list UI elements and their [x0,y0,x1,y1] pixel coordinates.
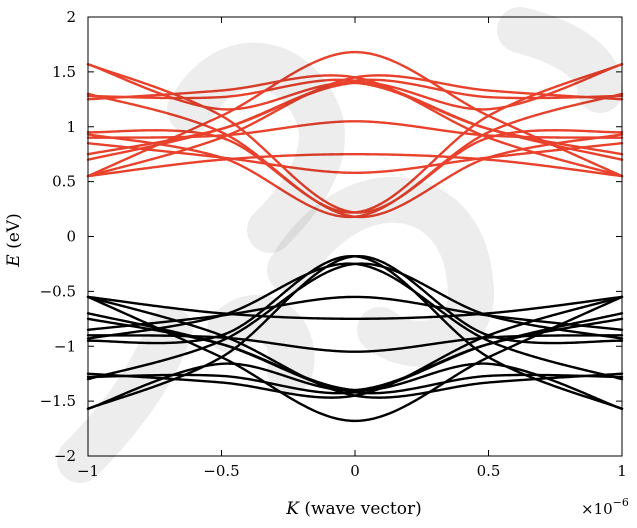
y-tick-label: −1.5 [40,392,76,410]
x-axis-text: (wave vector) [299,499,422,519]
y-tick-label: 1.5 [52,63,76,81]
series-layer [86,50,624,423]
y-tick-label: −1 [54,337,76,355]
x-tick-label: −0.5 [203,462,239,480]
y-tick-label: 0 [66,228,76,246]
y-tick-label: −0.5 [40,282,76,300]
tick-layer: −1 −0.5 0 0.5 1 −2 −1.5 −1 −0.5 0 0.5 1 1.5 2 [40,8,627,480]
x-tick-label: 1 [617,462,627,480]
valence-band-line-28 [86,295,624,331]
watermark-stroke [267,176,495,367]
conduction-band-line-9 [86,152,624,178]
valence-band-line-19 [86,312,624,395]
watermark-stroke [57,307,193,483]
valence-band-line-22 [86,334,624,353]
watermark-stroke [167,42,345,253]
watermark-stroke [207,294,315,393]
x-axis-multiplier: ×10−6 [581,496,629,518]
x-multiplier-exponent: −6 [613,496,629,509]
x-axis-label: K (wave vector) [285,499,422,519]
conduction-band-line-5 [86,78,624,161]
x-axis-symbol: K [285,499,300,519]
x-tick-label: 0.5 [477,462,501,480]
watermark-stroke [497,7,623,113]
x-multiplier-base: ×10 [581,500,613,518]
valence-band-line-23 [86,295,624,321]
y-axis-label: E (eV) [4,213,24,267]
x-tick-label: 0 [350,462,360,480]
y-tick-label: −2 [54,447,76,465]
conduction-band-line-14 [86,142,624,175]
y-tick-label: 1 [66,118,76,136]
x-tick-label: −1 [77,462,99,480]
watermark-logo [57,7,623,483]
conduction-band-line-8 [86,120,624,139]
y-axis-symbol: E [4,254,24,268]
valence-band-line-27 [86,262,624,381]
y-tick-label: 2 [66,8,76,26]
valence-band-line-25 [86,255,624,410]
conduction-band-line-11 [86,63,624,214]
y-axis-text: (eV) [4,213,24,254]
conduction-band-line-13 [86,92,624,218]
y-tick-label: 0.5 [52,173,76,191]
